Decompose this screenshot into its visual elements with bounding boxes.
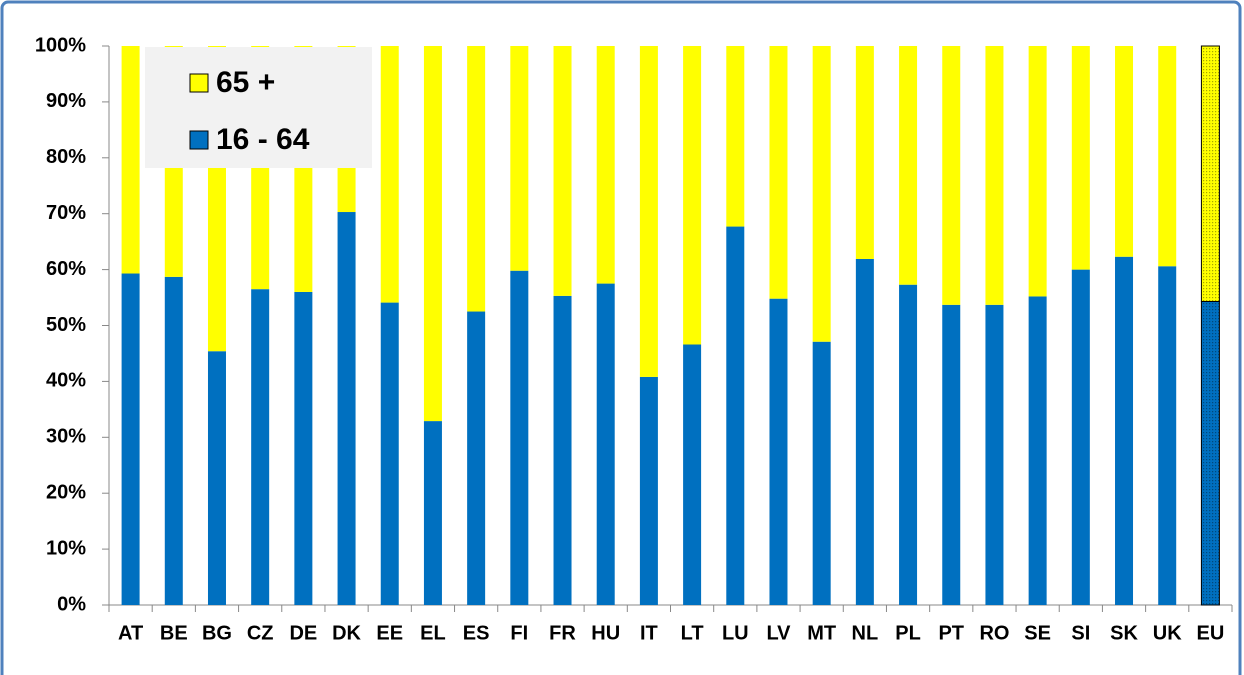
bar-segment	[510, 270, 529, 605]
bar-segment	[812, 341, 831, 605]
x-tick-label: SE	[1024, 622, 1051, 644]
y-tick-label: 80%	[46, 146, 86, 168]
bar-segment	[683, 344, 702, 605]
bar-segment	[251, 289, 270, 605]
y-tick-label: 40%	[46, 370, 86, 392]
x-tick-label: EE	[376, 622, 403, 644]
x-tick-label: SK	[1110, 622, 1138, 644]
bar-segment	[942, 46, 961, 305]
x-tick-label: AT	[118, 622, 143, 644]
x-tick-label: PT	[938, 622, 964, 644]
x-tick-label: IT	[640, 622, 658, 644]
bar-segment	[553, 46, 572, 296]
x-tick-label: PL	[895, 622, 921, 644]
x-tick-label: LU	[722, 622, 749, 644]
x-tick-label: LT	[681, 622, 704, 644]
x-tick-label: EU	[1197, 622, 1225, 644]
bar-segment	[337, 212, 356, 605]
bar-segment	[1158, 266, 1177, 605]
bar-segment	[812, 46, 831, 342]
legend-label: 16 - 64	[216, 123, 310, 156]
bar-segment	[726, 226, 745, 605]
x-tick-label: SI	[1071, 622, 1090, 644]
y-tick-label: 50%	[46, 314, 86, 336]
bar-segment	[942, 304, 961, 605]
bar-segment	[1115, 46, 1134, 257]
bar-segment	[899, 284, 918, 605]
bar-segment	[639, 376, 658, 605]
bar-segment	[985, 304, 1004, 605]
x-tick-label: FI	[510, 622, 528, 644]
bar-segment	[1028, 296, 1047, 605]
x-tick-label: FR	[549, 622, 576, 644]
legend-swatch	[189, 130, 209, 150]
bar-segment	[769, 298, 788, 605]
bar-segment	[380, 302, 399, 605]
bar-segment	[1115, 256, 1134, 605]
x-tick-label: BG	[202, 622, 232, 644]
x-tick-label: DK	[332, 622, 361, 644]
bar-segment	[164, 276, 183, 605]
bar-segment	[467, 46, 486, 312]
bar-segment	[121, 46, 140, 274]
x-tick-label: UK	[1153, 622, 1182, 644]
y-tick-label: 60%	[46, 258, 86, 280]
bar-segment	[985, 46, 1004, 305]
bar-pattern	[1200, 45, 1220, 302]
bar-segment	[553, 295, 572, 605]
x-tick-label: NL	[852, 622, 879, 644]
bar-segment	[207, 351, 226, 605]
bar-segment	[1071, 269, 1090, 605]
bar-segment	[596, 283, 615, 605]
bar-segment	[855, 46, 874, 259]
y-tick-label: 100%	[35, 34, 86, 56]
x-tick-label: EL	[420, 622, 446, 644]
y-tick-label: 70%	[46, 202, 86, 224]
x-tick-label: HU	[591, 622, 620, 644]
x-tick-label: DE	[289, 622, 317, 644]
y-tick-label: 30%	[46, 426, 86, 448]
bar-segment	[1071, 46, 1090, 270]
bar-segment	[639, 46, 658, 377]
bar-segment	[683, 46, 702, 345]
bar-segment	[1028, 46, 1047, 297]
bar-segment	[510, 46, 529, 271]
bar-segment	[423, 421, 442, 605]
y-tick-label: 20%	[46, 481, 86, 503]
legend-label: 65 +	[216, 66, 275, 99]
bar-segment	[899, 46, 918, 285]
bar-segment	[596, 46, 615, 284]
bar-segment	[423, 46, 442, 422]
bar-segment	[294, 291, 313, 605]
x-tick-label: ES	[463, 622, 490, 644]
y-tick-label: 90%	[46, 90, 86, 112]
legend-swatch	[189, 73, 209, 93]
x-tick-label: BE	[160, 622, 188, 644]
bar-segment	[855, 258, 874, 605]
bar-segment	[467, 311, 486, 605]
bar-segment	[1158, 46, 1177, 267]
bar-pattern	[1200, 300, 1220, 606]
x-tick-label: LV	[766, 622, 791, 644]
x-tick-label: CZ	[247, 622, 274, 644]
bar-segment	[769, 46, 788, 299]
bar-segment	[380, 46, 399, 303]
bar-segment	[726, 46, 745, 227]
y-tick-label: 10%	[46, 537, 86, 559]
x-tick-label: MT	[807, 622, 836, 644]
bar-segment	[121, 273, 140, 605]
x-tick-label: RO	[979, 622, 1009, 644]
y-tick-label: 0%	[57, 593, 86, 615]
legend-box	[145, 47, 372, 168]
